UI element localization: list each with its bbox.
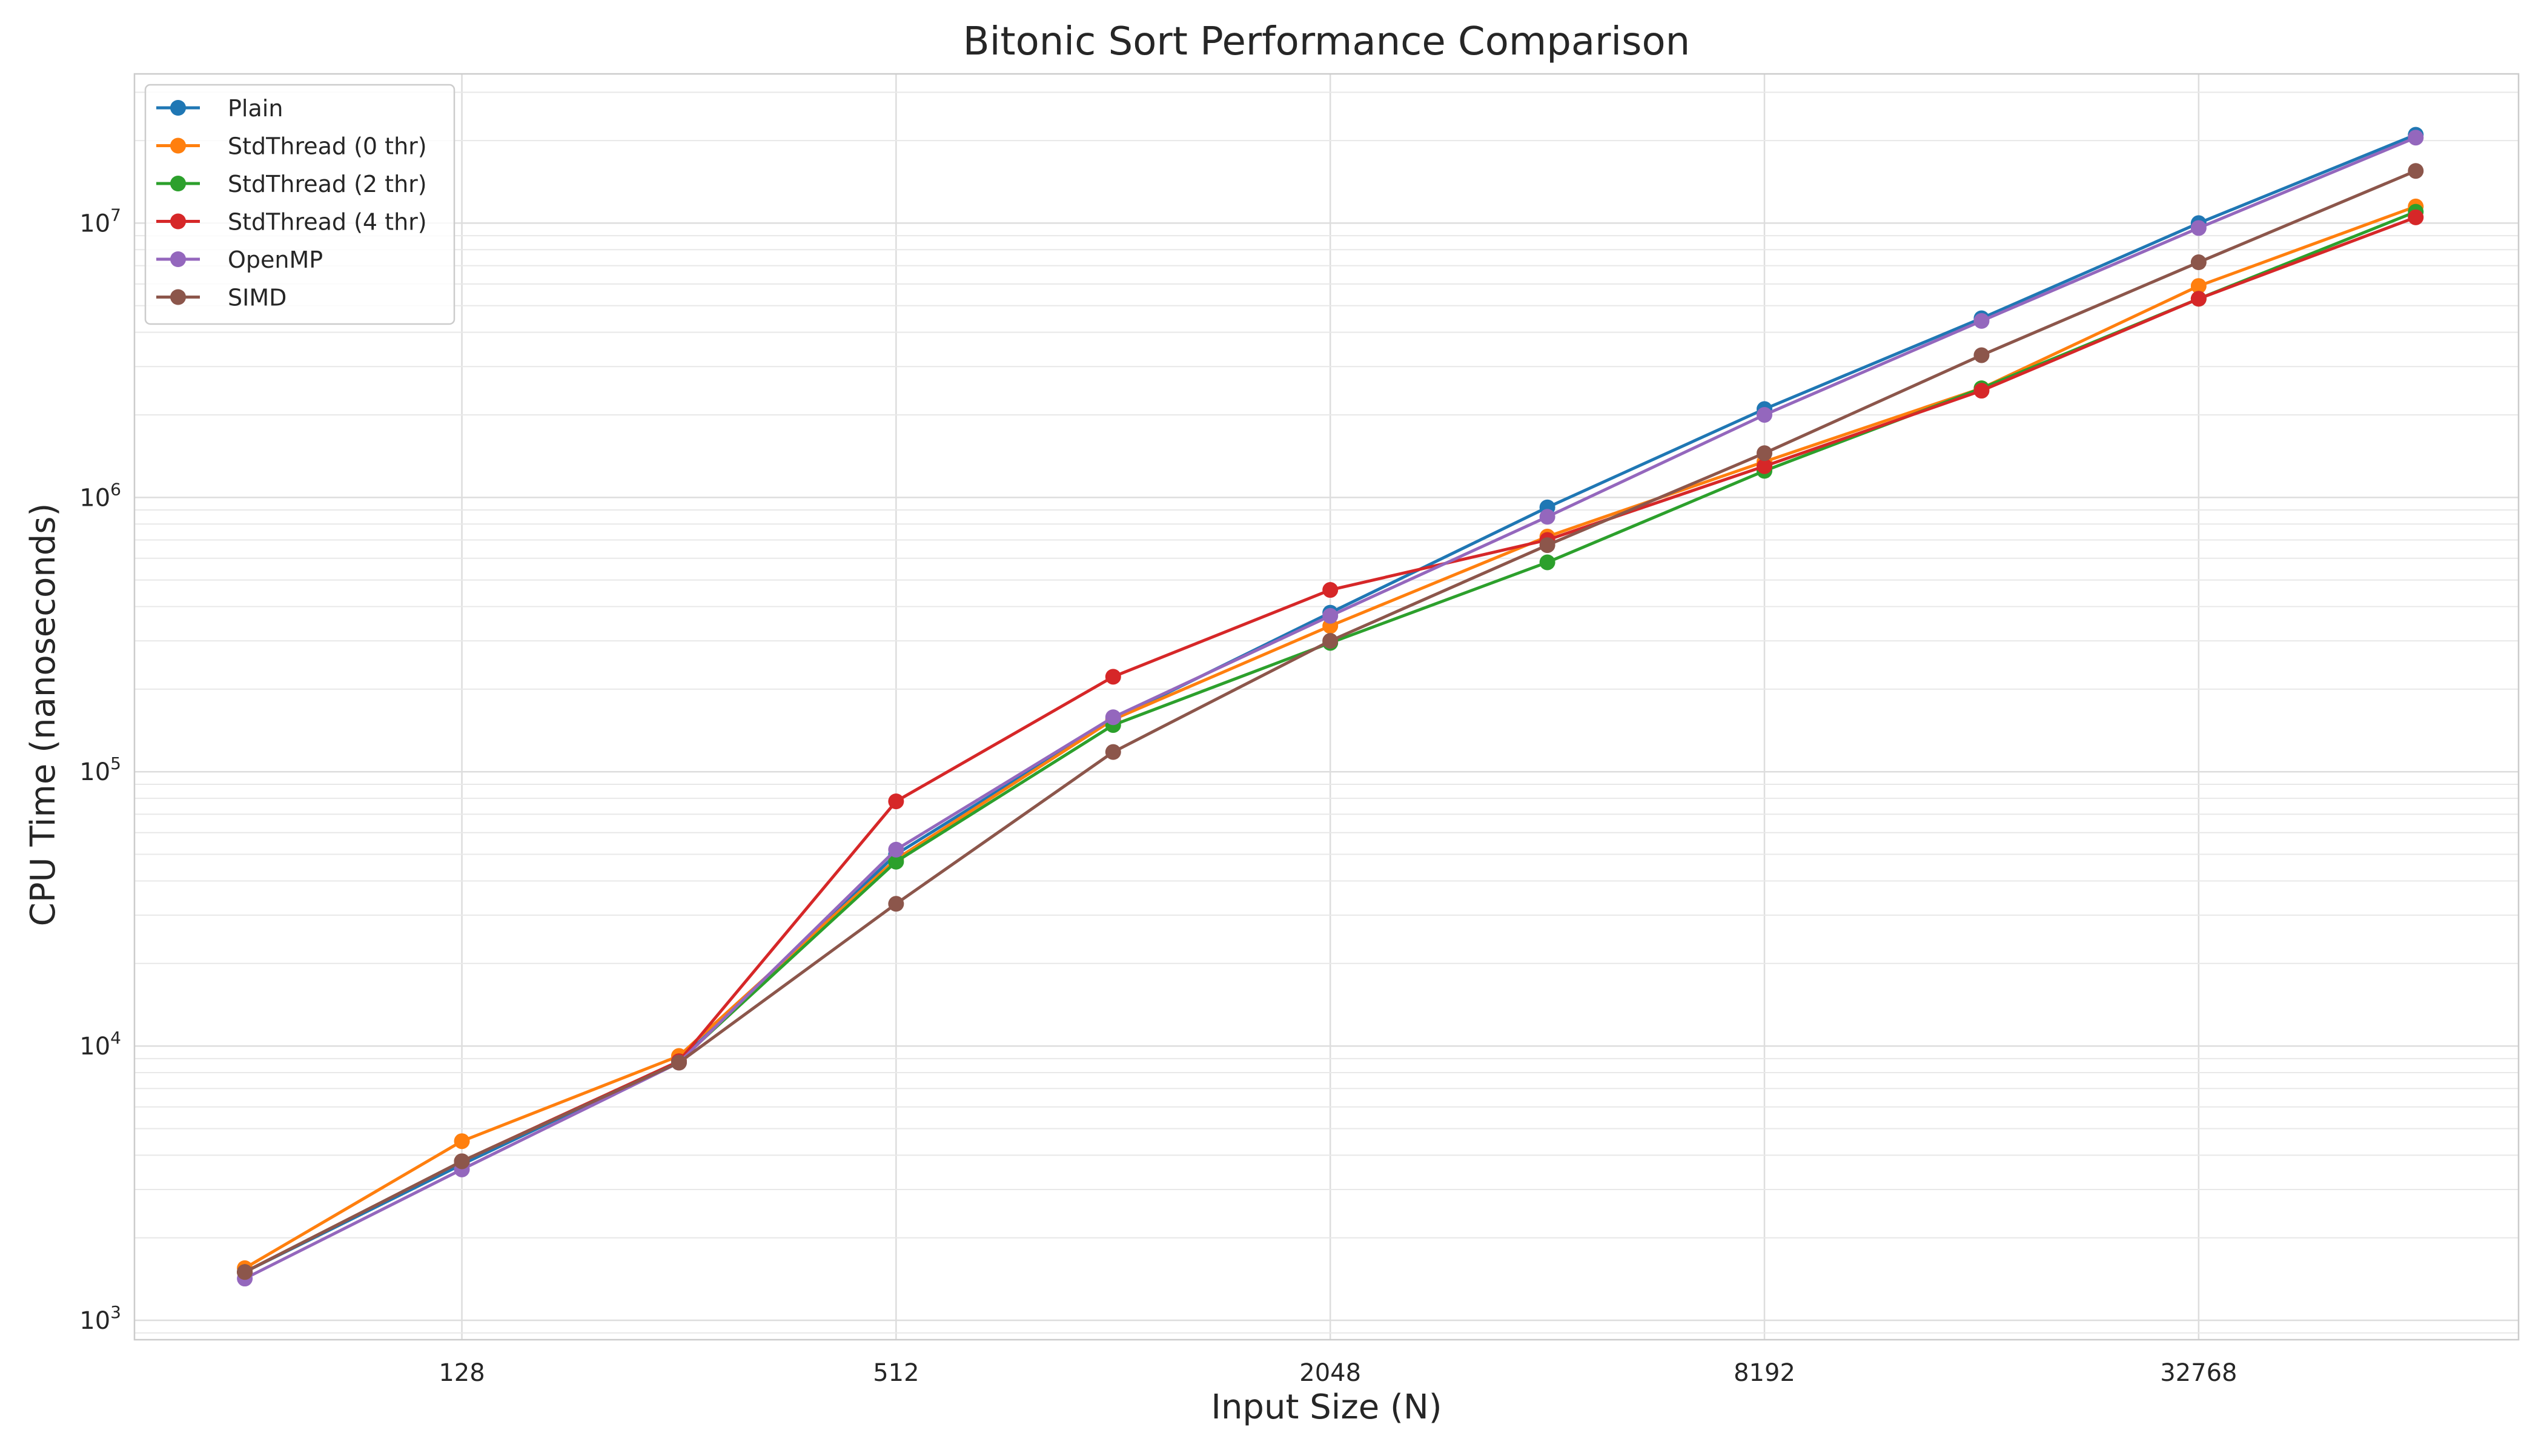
data-point <box>888 853 904 870</box>
y-tick-label: 105 <box>79 753 121 786</box>
series-openmp <box>237 130 2424 1287</box>
data-point <box>454 1133 470 1150</box>
data-point <box>1539 554 1555 571</box>
data-point <box>1973 313 1990 329</box>
data-point <box>2408 130 2424 146</box>
legend-label: StdThread (4 thr) <box>228 209 427 236</box>
data-point <box>888 896 904 912</box>
data-point <box>888 793 904 810</box>
data-point <box>237 1264 253 1280</box>
x-tick-label: 512 <box>873 1359 919 1387</box>
data-point <box>1105 709 1121 726</box>
data-point <box>1322 582 1339 598</box>
legend-marker <box>170 100 186 116</box>
tick-labels: 128 512 2048 8192 32768 103 104 105 106 107 <box>79 205 2237 1387</box>
x-tick-label: 128 <box>439 1359 485 1387</box>
data-point <box>2190 291 2207 307</box>
legend: Plain StdThread (0 thr) StdThread (2 thr) S… <box>144 84 455 325</box>
data-point <box>1757 445 1773 462</box>
legend-item: OpenMP <box>156 247 323 273</box>
series-layer <box>237 127 2424 1287</box>
y-tick-label: 104 <box>79 1028 121 1061</box>
y-tick-label: 107 <box>79 205 121 237</box>
legend-marker <box>170 213 186 230</box>
data-point <box>2190 278 2207 294</box>
data-point <box>1757 406 1773 423</box>
data-point <box>1973 383 1990 399</box>
data-point <box>2408 163 2424 179</box>
legend-item: StdThread (2 thr) <box>156 171 427 197</box>
grid <box>134 74 2519 1340</box>
legend-item: SIMD <box>156 285 287 311</box>
y-tick-label: 106 <box>79 479 121 512</box>
data-point <box>1105 744 1121 760</box>
data-point <box>1973 347 1990 363</box>
y-axis-label: CPU Time (nanoseconds) <box>24 503 63 927</box>
legend-item: StdThread (0 thr) <box>156 133 427 160</box>
legend-marker <box>170 137 186 154</box>
data-point <box>888 841 904 858</box>
data-point <box>1322 607 1339 624</box>
data-point <box>1322 633 1339 649</box>
data-point <box>2190 254 2207 271</box>
data-point <box>454 1153 470 1170</box>
plot-frame <box>133 73 2520 1341</box>
legend-marker <box>170 251 186 267</box>
chart-title: Bitonic Sort Performance Comparison <box>963 19 1690 64</box>
data-point <box>1105 669 1121 685</box>
series-simd <box>237 163 2424 1280</box>
legend-label: SIMD <box>228 285 287 311</box>
data-point <box>2190 220 2207 236</box>
legend-item: Plain <box>156 95 283 122</box>
data-point <box>671 1054 687 1071</box>
legend-frame <box>144 84 455 325</box>
data-point <box>2408 209 2424 225</box>
legend-item: StdThread (4 thr) <box>156 209 427 236</box>
y-tick-label: 103 <box>79 1302 121 1335</box>
legend-label: OpenMP <box>228 247 323 273</box>
legend-label: Plain <box>228 95 283 122</box>
legend-label: StdThread (0 thr) <box>228 133 427 160</box>
data-point <box>1757 458 1773 474</box>
x-tick-label: 2048 <box>1299 1359 1361 1387</box>
legend-marker <box>170 176 186 191</box>
legend-label: StdThread (2 thr) <box>228 171 427 197</box>
x-tick-label: 32768 <box>2160 1359 2237 1387</box>
legend-marker <box>170 289 186 305</box>
data-point <box>1539 509 1555 525</box>
data-point <box>1539 537 1555 554</box>
x-tick-label: 8192 <box>1734 1359 1795 1387</box>
x-axis-label: Input Size (N) <box>1211 1388 1442 1427</box>
